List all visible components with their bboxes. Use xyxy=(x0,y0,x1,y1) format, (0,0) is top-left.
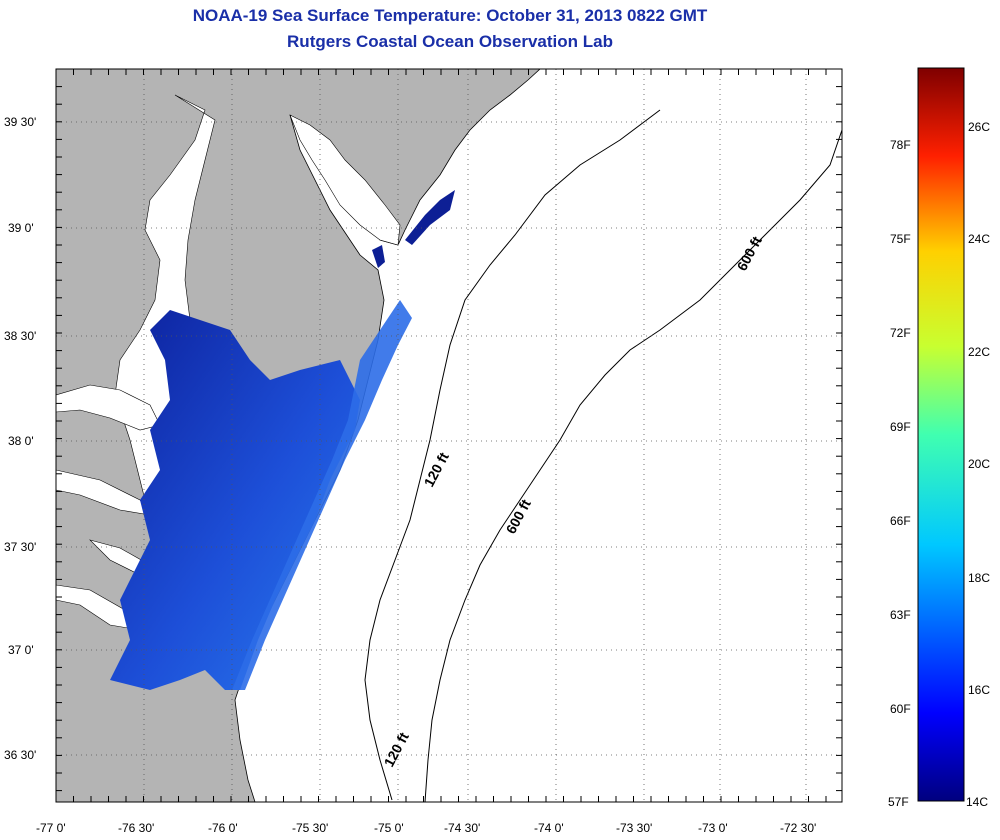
lat-label: 38 0' xyxy=(8,434,34,448)
colorbar-celsius-labels: 26C 24C 22C 20C 18C 16C 14C xyxy=(966,120,990,809)
colorbar xyxy=(917,67,965,802)
axis-ticks xyxy=(55,68,842,802)
graticule xyxy=(56,69,842,802)
sst-data-bay xyxy=(110,310,360,690)
fahrenheit-label: 57F xyxy=(888,795,909,809)
lat-label: 36 30' xyxy=(4,748,36,762)
lon-label: -76 0' xyxy=(208,821,238,835)
lat-label: 37 0' xyxy=(8,643,34,657)
lat-label: 38 30' xyxy=(4,329,36,343)
map-title: NOAA-19 Sea Surface Temperature: October… xyxy=(192,6,708,25)
lon-label: -75 0' xyxy=(374,821,404,835)
virginia-rivers xyxy=(56,469,151,631)
lon-label: -76 30' xyxy=(118,821,154,835)
contour-120ft xyxy=(364,109,661,801)
celsius-label: 16C xyxy=(968,683,990,697)
celsius-label: 20C xyxy=(968,457,990,471)
latitude-labels: 39 30' 39 0' 38 30' 38 0' 37 30' 37 0' 3… xyxy=(4,115,36,762)
lon-label: -75 30' xyxy=(292,821,328,835)
potomac-river xyxy=(56,384,161,431)
celsius-label: 18C xyxy=(968,571,990,585)
sst-data-delaware xyxy=(372,190,455,268)
lon-label: -72 30' xyxy=(780,821,816,835)
lon-label: -74 30' xyxy=(444,821,480,835)
map-border xyxy=(55,68,843,803)
celsius-label: 22C xyxy=(968,345,990,359)
celsius-label: 14C xyxy=(966,795,988,809)
map-subtitle: Rutgers Coastal Ocean Observation Lab xyxy=(287,32,613,51)
lon-label: -74 0' xyxy=(534,821,564,835)
celsius-label: 26C xyxy=(968,120,990,134)
lon-label: -73 0' xyxy=(698,821,728,835)
fahrenheit-label: 66F xyxy=(890,514,911,528)
celsius-label: 24C xyxy=(968,232,990,246)
lat-label: 39 30' xyxy=(4,115,36,129)
lat-label: 37 30' xyxy=(4,540,36,554)
fahrenheit-label: 72F xyxy=(890,326,911,340)
fahrenheit-label: 63F xyxy=(890,608,911,622)
fahrenheit-label: 69F xyxy=(890,420,911,434)
fahrenheit-label: 75F xyxy=(890,232,911,246)
lon-label: -73 30' xyxy=(616,821,652,835)
lon-label: -77 0' xyxy=(36,821,66,835)
longitude-labels: -77 0' -76 30' -76 0' -75 30' -75 0' -74… xyxy=(36,821,816,835)
fahrenheit-label: 78F xyxy=(890,138,911,152)
colorbar-fahrenheit-labels: 78F 75F 72F 69F 66F 63F 60F 57F xyxy=(888,138,911,809)
sst-data-coastal-strip xyxy=(232,300,412,690)
fahrenheit-label: 60F xyxy=(890,702,911,716)
lat-label: 39 0' xyxy=(8,221,34,235)
contour-600ft xyxy=(424,129,842,802)
